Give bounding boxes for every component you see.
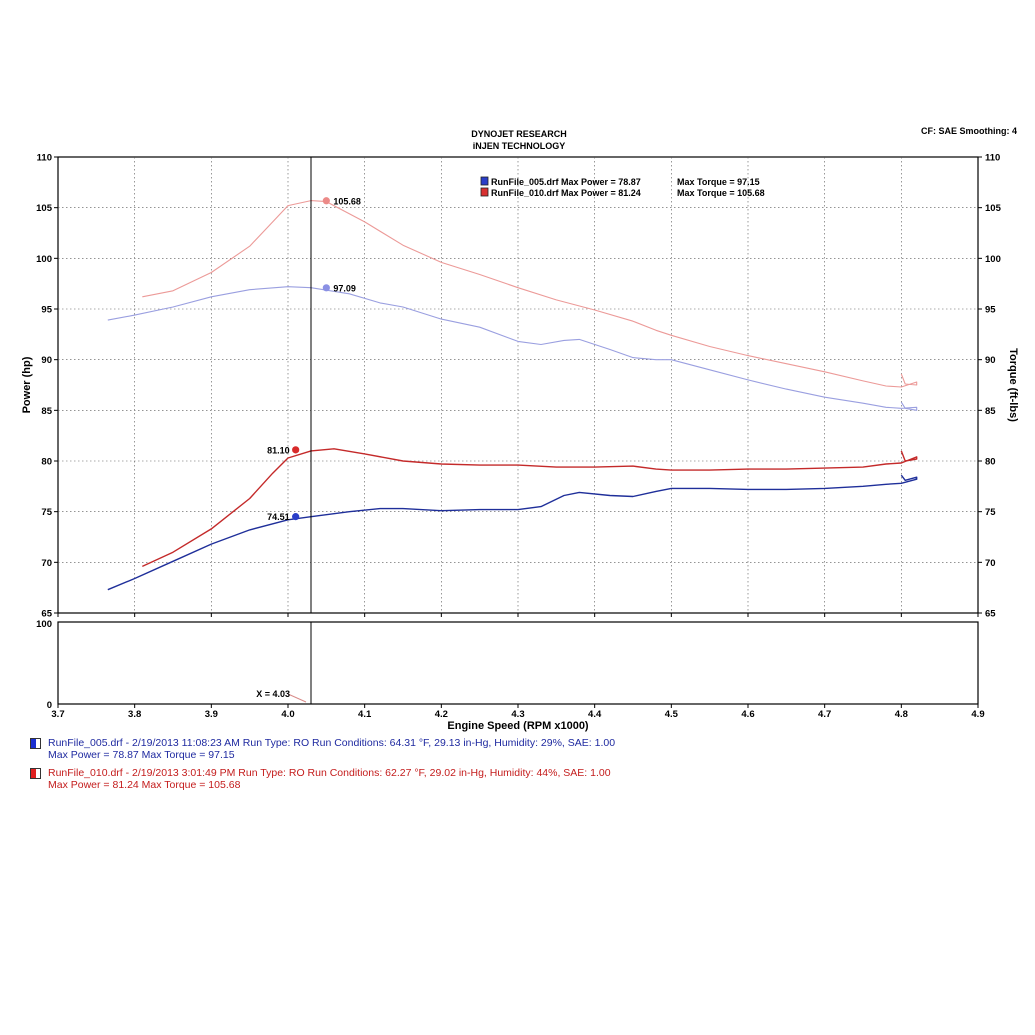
run005-swatch <box>30 738 41 749</box>
cursor-value-label-3: 81.10 <box>267 445 290 455</box>
lower-y-tick-100: 100 <box>36 619 52 630</box>
y-tick-label-right: 95 <box>985 305 996 316</box>
x-tick-label: 3.9 <box>205 709 218 720</box>
chart-title-line1: DYNOJET RESEARCH <box>471 129 567 139</box>
x-tick-label: 3.8 <box>128 709 141 720</box>
y-tick-label-left: 105 <box>36 203 53 214</box>
y-tick-label-right: 80 <box>985 457 996 468</box>
cursor-marker-1 <box>322 197 330 205</box>
run010-info-line2: Max Power = 81.24 Max Torque = 105.68 <box>48 779 241 791</box>
grid <box>58 157 978 613</box>
y-tick-label-left: 75 <box>41 507 52 518</box>
y-tick-label-right: 105 <box>985 203 1002 214</box>
cursor-value-label-4: 74.51 <box>267 512 290 522</box>
legend-run005-torque: Max Torque = 97.15 <box>677 177 760 187</box>
legend-swatch-run005 <box>480 176 489 186</box>
x-tick-label: 4.4 <box>588 709 602 720</box>
x-tick-label: 4.9 <box>971 709 984 720</box>
y-tick-label-right: 70 <box>985 558 996 569</box>
y-tick-label-right: 110 <box>985 153 1000 164</box>
cursor-marker-4 <box>292 513 300 521</box>
series-line-2 <box>107 286 918 411</box>
cf-smoothing-label: CF: SAE Smoothing: 4 <box>921 126 1017 136</box>
lower-y-tick-0: 0 <box>47 700 52 711</box>
y-tick-label-left: 70 <box>41 558 52 569</box>
run005-info-line1: RunFile_005.drf - 2/19/2013 11:08:23 AM … <box>48 737 616 749</box>
cursor-marker-3 <box>292 446 300 454</box>
run005-info-line2: Max Power = 78.87 Max Torque = 97.15 <box>48 749 235 761</box>
lower-panel-trace <box>287 693 307 703</box>
x-axis-title: Engine Speed (RPM x1000) <box>447 720 589 732</box>
series-line-1 <box>107 474 918 591</box>
y-tick-label-right: 65 <box>985 609 996 620</box>
x-tick-label: 4.5 <box>665 709 679 720</box>
x-tick-label: 4.7 <box>818 709 831 720</box>
run-info-010: RunFile_010.drf - 2/19/2013 3:01:49 PM R… <box>30 767 611 791</box>
y-tick-label-left: 90 <box>41 355 52 366</box>
y-tick-label-left: 85 <box>41 406 52 417</box>
y-tick-label-right: 90 <box>985 355 996 366</box>
chart-title-line2: iNJEN TECHNOLOGY <box>473 141 566 151</box>
cursor-marker-2 <box>322 284 330 292</box>
axis-ticks: 3.7 3.8 3.9 4.0 4.1 4.2 4.3 4.4 4.5 4.6 4.7 4.8 4.9 6… <box>36 153 1001 721</box>
cursor-markers: 105.68 97.09 81.10 74.51 <box>267 196 361 522</box>
y-tick-label-left: 95 <box>41 305 52 316</box>
legend-run010-power: RunFile_010.drf Max Power = 81.24 <box>491 188 641 198</box>
lower-plot-frame <box>57 621 979 705</box>
y-tick-label-left: 80 <box>41 457 52 468</box>
x-tick-label: 4.0 <box>281 709 294 720</box>
y-tick-label-right: 100 <box>985 254 1001 265</box>
run-info-005: RunFile_005.drf - 2/19/2013 11:08:23 AM … <box>30 737 615 761</box>
y-tick-label-left: 110 <box>37 153 52 164</box>
cursor-value-label-2: 97.09 <box>333 283 356 293</box>
legend-run010-torque: Max Torque = 105.68 <box>677 188 765 198</box>
cursor-value-label-1: 105.68 <box>333 196 361 206</box>
run010-swatch <box>30 768 41 779</box>
x-tick-label: 4.1 <box>358 709 372 720</box>
series-line-3 <box>142 448 918 568</box>
x-tick-label: 3.7 <box>51 709 64 720</box>
run010-info-line1: RunFile_010.drf - 2/19/2013 3:01:49 PM R… <box>48 767 611 779</box>
x-tick-label: 4.8 <box>895 709 908 720</box>
y-axis-right-title: Torque (ft-lbs) <box>1007 348 1019 422</box>
x-tick-label: 4.6 <box>741 709 754 720</box>
y-tick-label-right: 75 <box>985 507 996 518</box>
cursor-readout: X = 4.03 <box>256 689 290 699</box>
legend-swatch-run010 <box>480 187 489 197</box>
y-tick-label-left: 65 <box>41 609 52 620</box>
y-tick-label-right: 85 <box>985 406 996 417</box>
y-axis-left-title: Power (hp) <box>21 356 33 413</box>
y-tick-label-left: 100 <box>36 254 52 265</box>
series-lines <box>107 200 918 591</box>
x-tick-label: 4.3 <box>511 709 524 720</box>
series-line-4 <box>142 200 918 388</box>
x-tick-label: 4.2 <box>435 709 448 720</box>
legend-run005-power: RunFile_005.drf Max Power = 78.87 <box>491 177 641 187</box>
